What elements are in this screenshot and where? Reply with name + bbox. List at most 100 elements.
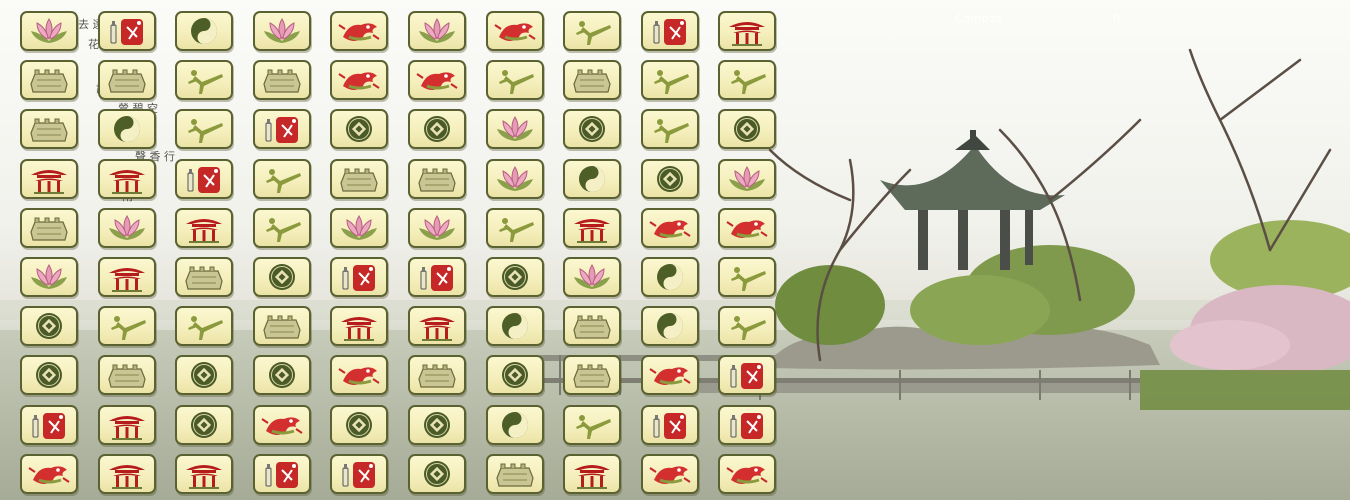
- tile-r6-c1[interactable]: [20, 257, 78, 297]
- tile-r1-c3[interactable]: [175, 11, 233, 51]
- tile-r8-c2[interactable]: [98, 355, 156, 395]
- tile-r9-c7[interactable]: [486, 405, 544, 445]
- tile-r9-c1[interactable]: [20, 405, 78, 445]
- tile-r7-c9[interactable]: [641, 306, 699, 346]
- tile-r10-c1[interactable]: [20, 454, 78, 494]
- tile-r4-c6[interactable]: [408, 159, 466, 199]
- tile-r6-c9[interactable]: [641, 257, 699, 297]
- tile-r8-c9[interactable]: [641, 355, 699, 395]
- tile-r3-c3[interactable]: [175, 109, 233, 149]
- tile-r5-c7[interactable]: [486, 208, 544, 248]
- tile-r3-c1[interactable]: [20, 109, 78, 149]
- tile-r2-c7[interactable]: [486, 60, 544, 100]
- tile-r5-c3[interactable]: [175, 208, 233, 248]
- tile-r7-c7[interactable]: [486, 306, 544, 346]
- tile-r10-c5[interactable]: [330, 454, 388, 494]
- tile-r1-c9[interactable]: [641, 11, 699, 51]
- tile-r4-c3[interactable]: [175, 159, 233, 199]
- tile-r4-c7[interactable]: [486, 159, 544, 199]
- tile-r7-c6[interactable]: [408, 306, 466, 346]
- tile-r2-c9[interactable]: [641, 60, 699, 100]
- tile-r4-c9[interactable]: [641, 159, 699, 199]
- tile-r1-c6[interactable]: [408, 11, 466, 51]
- tile-r5-c6[interactable]: [408, 208, 466, 248]
- tile-r5-c9[interactable]: [641, 208, 699, 248]
- tile-r9-c3[interactable]: [175, 405, 233, 445]
- tile-r4-c8[interactable]: [563, 159, 621, 199]
- tile-r2-c4[interactable]: [253, 60, 311, 100]
- tile-r9-c9[interactable]: [641, 405, 699, 445]
- tile-r2-c2[interactable]: [98, 60, 156, 100]
- tile-r2-c3[interactable]: [175, 60, 233, 100]
- tile-r8-c6[interactable]: [408, 355, 466, 395]
- tile-r6-c6[interactable]: [408, 257, 466, 297]
- tile-r6-c8[interactable]: [563, 257, 621, 297]
- tile-r2-c6[interactable]: [408, 60, 466, 100]
- tile-r2-c5[interactable]: [330, 60, 388, 100]
- tile-r10-c9[interactable]: [641, 454, 699, 494]
- tile-r1-c4[interactable]: [253, 11, 311, 51]
- tile-r9-c10[interactable]: [718, 405, 776, 445]
- tile-r3-c5[interactable]: [330, 109, 388, 149]
- tile-r8-c7[interactable]: [486, 355, 544, 395]
- tile-r7-c5[interactable]: [330, 306, 388, 346]
- tile-r7-c2[interactable]: [98, 306, 156, 346]
- tile-r7-c1[interactable]: [20, 306, 78, 346]
- tile-r10-c7[interactable]: [486, 454, 544, 494]
- tile-r1-c10[interactable]: [718, 11, 776, 51]
- tile-r1-c7[interactable]: [486, 11, 544, 51]
- tile-r10-c6[interactable]: [408, 454, 466, 494]
- tile-r3-c9[interactable]: [641, 109, 699, 149]
- tile-r4-c5[interactable]: [330, 159, 388, 199]
- tile-r10-c8[interactable]: [563, 454, 621, 494]
- tile-r3-c8[interactable]: [563, 109, 621, 149]
- tile-r7-c4[interactable]: [253, 306, 311, 346]
- tile-r2-c8[interactable]: [563, 60, 621, 100]
- tile-r8-c4[interactable]: [253, 355, 311, 395]
- tile-r6-c4[interactable]: [253, 257, 311, 297]
- tile-r7-c3[interactable]: [175, 306, 233, 346]
- tile-r6-c3[interactable]: [175, 257, 233, 297]
- tile-r1-c2[interactable]: [98, 11, 156, 51]
- tile-r5-c8[interactable]: [563, 208, 621, 248]
- tile-r9-c5[interactable]: [330, 405, 388, 445]
- tile-r6-c7[interactable]: [486, 257, 544, 297]
- tile-r5-c1[interactable]: [20, 208, 78, 248]
- tile-r3-c7[interactable]: [486, 109, 544, 149]
- tile-r2-c10[interactable]: [718, 60, 776, 100]
- tile-r6-c2[interactable]: [98, 257, 156, 297]
- tile-r8-c10[interactable]: [718, 355, 776, 395]
- tile-r10-c10[interactable]: [718, 454, 776, 494]
- tile-r5-c5[interactable]: [330, 208, 388, 248]
- tile-r8-c5[interactable]: [330, 355, 388, 395]
- tile-r9-c4[interactable]: [253, 405, 311, 445]
- tile-r5-c2[interactable]: [98, 208, 156, 248]
- tile-r9-c6[interactable]: [408, 405, 466, 445]
- tile-r4-c2[interactable]: [98, 159, 156, 199]
- tile-r4-c1[interactable]: [20, 159, 78, 199]
- tile-r9-c2[interactable]: [98, 405, 156, 445]
- tile-r10-c4[interactable]: [253, 454, 311, 494]
- tile-r6-c10[interactable]: [718, 257, 776, 297]
- tile-r1-c5[interactable]: [330, 11, 388, 51]
- tile-r3-c6[interactable]: [408, 109, 466, 149]
- tile-r8-c1[interactable]: [20, 355, 78, 395]
- tile-r3-c4[interactable]: [253, 109, 311, 149]
- tile-r4-c4[interactable]: [253, 159, 311, 199]
- tile-r4-c10[interactable]: [718, 159, 776, 199]
- tile-r1-c8[interactable]: [563, 11, 621, 51]
- tile-r10-c3[interactable]: [175, 454, 233, 494]
- tile-r7-c8[interactable]: [563, 306, 621, 346]
- tile-r3-c2[interactable]: [98, 109, 156, 149]
- tile-r3-c10[interactable]: [718, 109, 776, 149]
- tile-r8-c8[interactable]: [563, 355, 621, 395]
- tile-r10-c2[interactable]: [98, 454, 156, 494]
- tile-r6-c5[interactable]: [330, 257, 388, 297]
- tile-r2-c1[interactable]: [20, 60, 78, 100]
- tile-r5-c4[interactable]: [253, 208, 311, 248]
- tile-r1-c1[interactable]: [20, 11, 78, 51]
- tile-r9-c8[interactable]: [563, 405, 621, 445]
- tile-r7-c10[interactable]: [718, 306, 776, 346]
- tile-r5-c10[interactable]: [718, 208, 776, 248]
- tile-r8-c3[interactable]: [175, 355, 233, 395]
